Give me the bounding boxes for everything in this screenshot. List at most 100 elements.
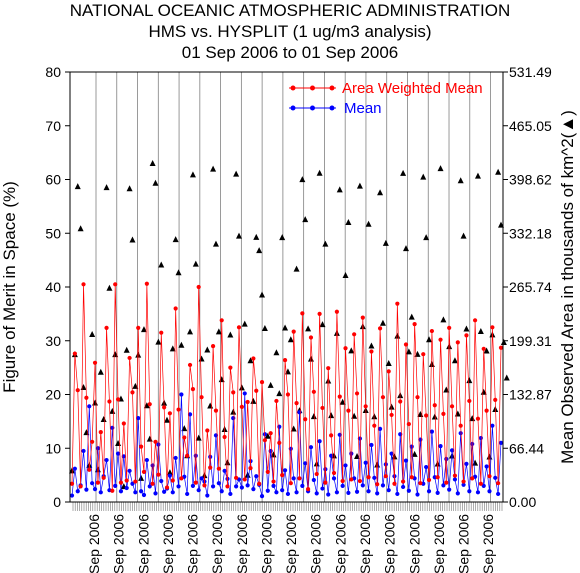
mean-point: [95, 446, 101, 451]
mean-point: [98, 490, 103, 495]
area-marker: [431, 413, 438, 420]
awm-point: [282, 358, 288, 363]
awm-point: [372, 423, 377, 428]
y-tick-label: 50: [45, 225, 61, 241]
awm-point: [133, 479, 138, 484]
mean-point: [475, 490, 481, 495]
awm-point: [458, 423, 463, 428]
area-marker: [411, 450, 418, 457]
awm-point: [242, 477, 247, 482]
awm-point: [216, 466, 221, 471]
mean-point: [375, 491, 380, 496]
mean-point: [415, 492, 420, 497]
mean-point: [115, 451, 121, 456]
mean-point: [231, 416, 236, 421]
mean-point: [136, 416, 141, 421]
awm-point: [115, 397, 121, 402]
x-minor-ticks: [72, 502, 503, 511]
awm-point: [478, 481, 483, 486]
area-marker: [253, 233, 260, 240]
area-marker: [377, 189, 384, 196]
area-marker: [457, 177, 464, 184]
awm-point: [104, 325, 109, 330]
area-marker: [215, 328, 222, 335]
area-marker: [348, 347, 355, 354]
mean-point: [179, 392, 184, 397]
awm-point: [231, 390, 236, 395]
x-tick-label: Sep 2006: [357, 514, 373, 573]
mean-point: [334, 490, 339, 495]
y2-axis-label-marker: (▲): [558, 110, 577, 138]
awm-point: [311, 389, 316, 394]
area-marker: [345, 219, 352, 226]
area-marker: [247, 357, 254, 364]
awm-point: [470, 476, 475, 481]
area-marker: [437, 165, 444, 172]
x-tick-label: Sep 2006: [258, 514, 274, 573]
awm-point: [314, 471, 319, 477]
mean-point: [130, 481, 135, 486]
awm-point: [110, 488, 115, 493]
area-marker: [109, 407, 116, 414]
awm-point: [285, 392, 291, 397]
area-marker: [310, 413, 317, 420]
mean-point: [274, 490, 279, 495]
awm-point: [127, 355, 132, 361]
area-marker: [503, 374, 510, 381]
mean-point: [314, 491, 319, 496]
mean-point: [162, 489, 167, 494]
awm-point: [187, 362, 193, 368]
mean-point: [251, 487, 256, 492]
mean-point: [90, 481, 95, 486]
area-marker: [212, 240, 219, 247]
x-tick-label: Sep 2006: [135, 514, 151, 573]
legend-awm-point: [310, 85, 315, 91]
awm-point: [150, 481, 155, 486]
awm-point: [334, 309, 339, 314]
mean-point: [110, 425, 115, 430]
mean-point: [190, 483, 196, 488]
mean-point: [444, 456, 449, 462]
area-marker: [138, 474, 145, 481]
area-marker: [92, 399, 99, 406]
awm-point: [202, 483, 207, 488]
y2-tick-label: 332.18: [509, 225, 552, 241]
awm-point: [487, 474, 492, 479]
mean-point: [92, 487, 98, 492]
awm-point: [303, 417, 308, 422]
mean-point: [72, 466, 77, 471]
awm-point: [90, 439, 95, 444]
area-marker: [166, 469, 173, 476]
area-marker: [195, 434, 202, 441]
mean-point: [426, 489, 432, 494]
awm-point: [449, 404, 455, 409]
awm-point: [254, 388, 259, 393]
x-tick-label: Sep 2006: [431, 514, 447, 573]
awm-point: [280, 473, 285, 478]
x-tick-label: Sep 2006: [308, 514, 324, 573]
mean-point: [104, 457, 109, 463]
area-marker: [207, 402, 214, 409]
mean-point: [498, 440, 504, 445]
mean-point: [435, 490, 440, 495]
area-marker: [449, 452, 456, 459]
awm-point: [193, 480, 198, 485]
mean-point: [464, 461, 469, 466]
area-marker: [241, 320, 248, 327]
mean-point: [449, 448, 455, 453]
x-tick-label: Sep 2006: [86, 514, 102, 573]
chart-title: NATIONAL OCEANIC ATMOSPHERIC ADMINISTRAT…: [69, 1, 511, 20]
y-tick-label: 40: [45, 279, 61, 295]
mean-point: [199, 476, 204, 481]
mean-point: [285, 491, 291, 497]
area-marker: [97, 368, 104, 375]
area-marker: [187, 328, 194, 335]
y2-tick-label: 132.87: [509, 387, 552, 403]
area-marker: [336, 186, 343, 193]
area-marker: [279, 234, 286, 241]
legend-awm-point: [290, 85, 296, 91]
area-marker: [238, 384, 245, 391]
area-marker: [426, 336, 433, 343]
area-marker: [282, 324, 289, 331]
awm-point: [398, 399, 403, 404]
